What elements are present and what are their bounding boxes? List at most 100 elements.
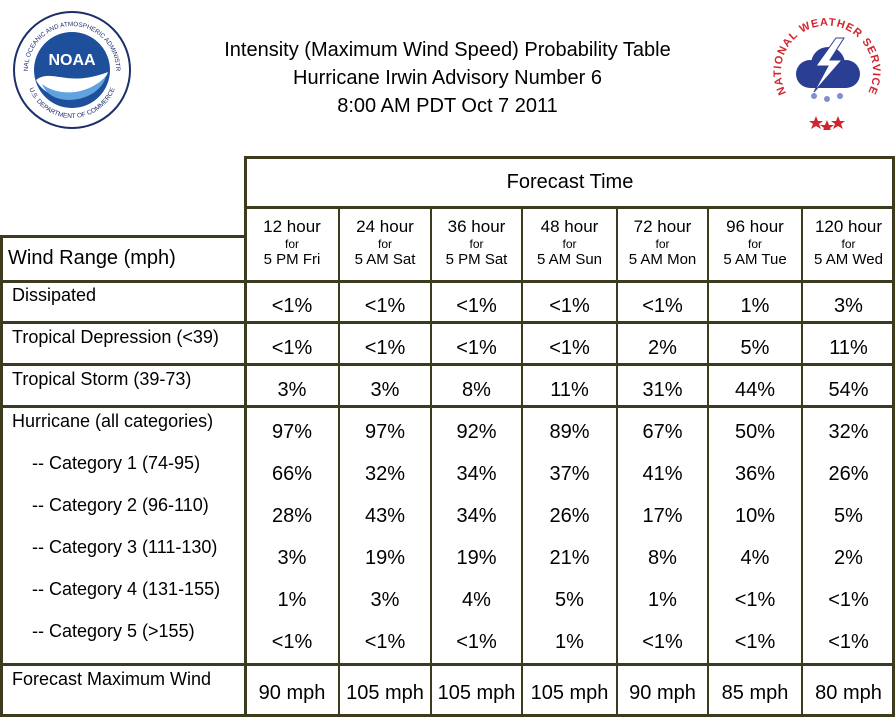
- column-valid-time: 5 PM Fri: [263, 251, 321, 268]
- probability-cell: 34%: [456, 505, 497, 527]
- probability-cell: <1%: [828, 589, 869, 611]
- column-header-120-hour: 120 hour for 5 AM Wed: [802, 217, 895, 281]
- probability-cell: 3%: [277, 547, 307, 569]
- probability-cell: 5%: [740, 337, 770, 359]
- column-divider: [707, 281, 709, 716]
- column-for: for: [377, 237, 392, 251]
- probability-cell: 19%: [456, 547, 497, 569]
- row-divider: [0, 405, 895, 408]
- column-for: for: [469, 237, 484, 251]
- column-divider: [338, 281, 340, 716]
- column-divider: [521, 207, 523, 281]
- probability-cell: 1%: [648, 589, 677, 611]
- probability-cell: 11%: [829, 337, 868, 359]
- title-line-3: 8:00 AM PDT Oct 7 2011: [337, 95, 558, 117]
- probability-cell: 26%: [828, 463, 869, 485]
- row-label: Hurricane (all categories): [12, 411, 214, 431]
- column-header-48-hour: 48 hour for 5 AM Sun: [522, 217, 617, 281]
- row-label: Tropical Depression (<39): [12, 327, 219, 347]
- column-for: for: [747, 237, 762, 251]
- column-divider: [521, 281, 523, 716]
- probability-cell: <1%: [271, 337, 313, 359]
- probability-cell: 1%: [740, 295, 770, 317]
- probability-cell: <1%: [456, 295, 497, 317]
- column-hours: 24 hour: [356, 217, 414, 236]
- column-for: for: [841, 237, 856, 251]
- column-for: for: [655, 237, 670, 251]
- probability-cell: 1%: [555, 631, 584, 653]
- probability-cell: 3%: [834, 295, 863, 317]
- probability-cell: 5%: [834, 505, 863, 527]
- column-divider: [616, 281, 618, 716]
- column-valid-time: 5 AM Mon: [628, 251, 697, 268]
- probability-cell: 1%: [277, 589, 307, 611]
- probability-cell: 105 mph: [346, 682, 424, 704]
- probability-cell: 26%: [549, 505, 590, 527]
- column-header-36-hour: 36 hour for 5 PM Sat: [431, 217, 522, 281]
- probability-cell: <1%: [271, 631, 313, 653]
- probability-cell: 34%: [456, 463, 497, 485]
- probability-cell: 85 mph: [721, 682, 789, 704]
- probability-cell: 31%: [642, 379, 683, 401]
- probability-cell: 105 mph: [437, 682, 516, 704]
- row-divider: [0, 321, 895, 324]
- column-divider: [430, 281, 432, 716]
- column-valid-time: 5 AM Sun: [536, 251, 603, 268]
- column-header-96-hour: 96 hour for 5 AM Tue: [708, 217, 802, 281]
- noaa-logo-text: NOAA: [48, 52, 96, 69]
- probability-cell: 32%: [364, 463, 406, 485]
- row-divider: [0, 363, 895, 366]
- probability-cell: <1%: [364, 295, 406, 317]
- probability-cell: 50%: [734, 421, 776, 443]
- noaa-logo: NOAA NATIONAL OCEANIC AND ATMOSPHERIC AD…: [12, 10, 131, 129]
- probability-cell: 8%: [462, 379, 491, 401]
- probability-cell: <1%: [364, 337, 406, 359]
- table-border: [0, 235, 245, 238]
- column-header-12-hour: 12 hour for 5 PM Fri: [245, 217, 339, 281]
- probability-cell: 21%: [549, 547, 590, 569]
- row-divider: [0, 663, 895, 666]
- probability-cell: 90 mph: [629, 682, 696, 704]
- column-divider: [430, 207, 432, 281]
- probability-cell: 37%: [549, 463, 590, 485]
- probability-cell: 2%: [648, 337, 677, 359]
- probability-cell: 4%: [462, 589, 491, 611]
- probability-cell: 66%: [271, 463, 313, 485]
- column-divider: [707, 207, 709, 281]
- probability-cell: 89%: [549, 421, 590, 443]
- probability-cell: 43%: [364, 505, 406, 527]
- wind-range-label: Wind Range (mph): [8, 247, 176, 269]
- probability-cell: <1%: [456, 631, 497, 653]
- probability-cell: <1%: [271, 295, 313, 317]
- row-label: -- Category 5 (>155): [32, 621, 195, 641]
- column-header-24-hour: 24 hour for 5 AM Sat: [339, 217, 431, 281]
- column-header-72-hour: 72 hour for 5 AM Mon: [617, 217, 708, 281]
- probability-cell: 32%: [828, 421, 869, 443]
- row-label: Forecast Maximum Wind: [12, 669, 212, 689]
- probability-cell: <1%: [734, 631, 776, 653]
- column-hours: 12 hour: [263, 217, 321, 236]
- table-border: [245, 206, 895, 209]
- row-label: -- Category 2 (96-110): [32, 495, 209, 515]
- header: NOAA NATIONAL OCEANIC AND ATMOSPHERIC AD…: [0, 0, 895, 150]
- probability-cell: 105 mph: [530, 682, 609, 704]
- probability-cell: 92%: [456, 421, 497, 443]
- column-hours: 72 hour: [633, 217, 692, 236]
- probability-cell: <1%: [642, 631, 683, 653]
- probability-cell: 5%: [555, 589, 584, 611]
- probability-cell: 28%: [271, 505, 313, 527]
- probability-cell: 19%: [364, 547, 406, 569]
- probability-cell: 4%: [740, 547, 770, 569]
- column-hours: 96 hour: [726, 217, 784, 236]
- column-valid-time: 5 AM Tue: [723, 251, 787, 268]
- column-divider: [338, 207, 340, 281]
- probability-cell: 97%: [364, 421, 406, 443]
- row-label: -- Category 4 (131-155): [32, 579, 221, 599]
- column-for: for: [562, 237, 577, 251]
- probability-cell: 97%: [271, 421, 313, 443]
- table-border: [244, 156, 247, 715]
- probability-cell: 80 mph: [815, 682, 882, 704]
- probability-cell: 67%: [642, 421, 683, 443]
- column-hours: 120 hour: [814, 217, 883, 236]
- probability-cell: <1%: [456, 337, 497, 359]
